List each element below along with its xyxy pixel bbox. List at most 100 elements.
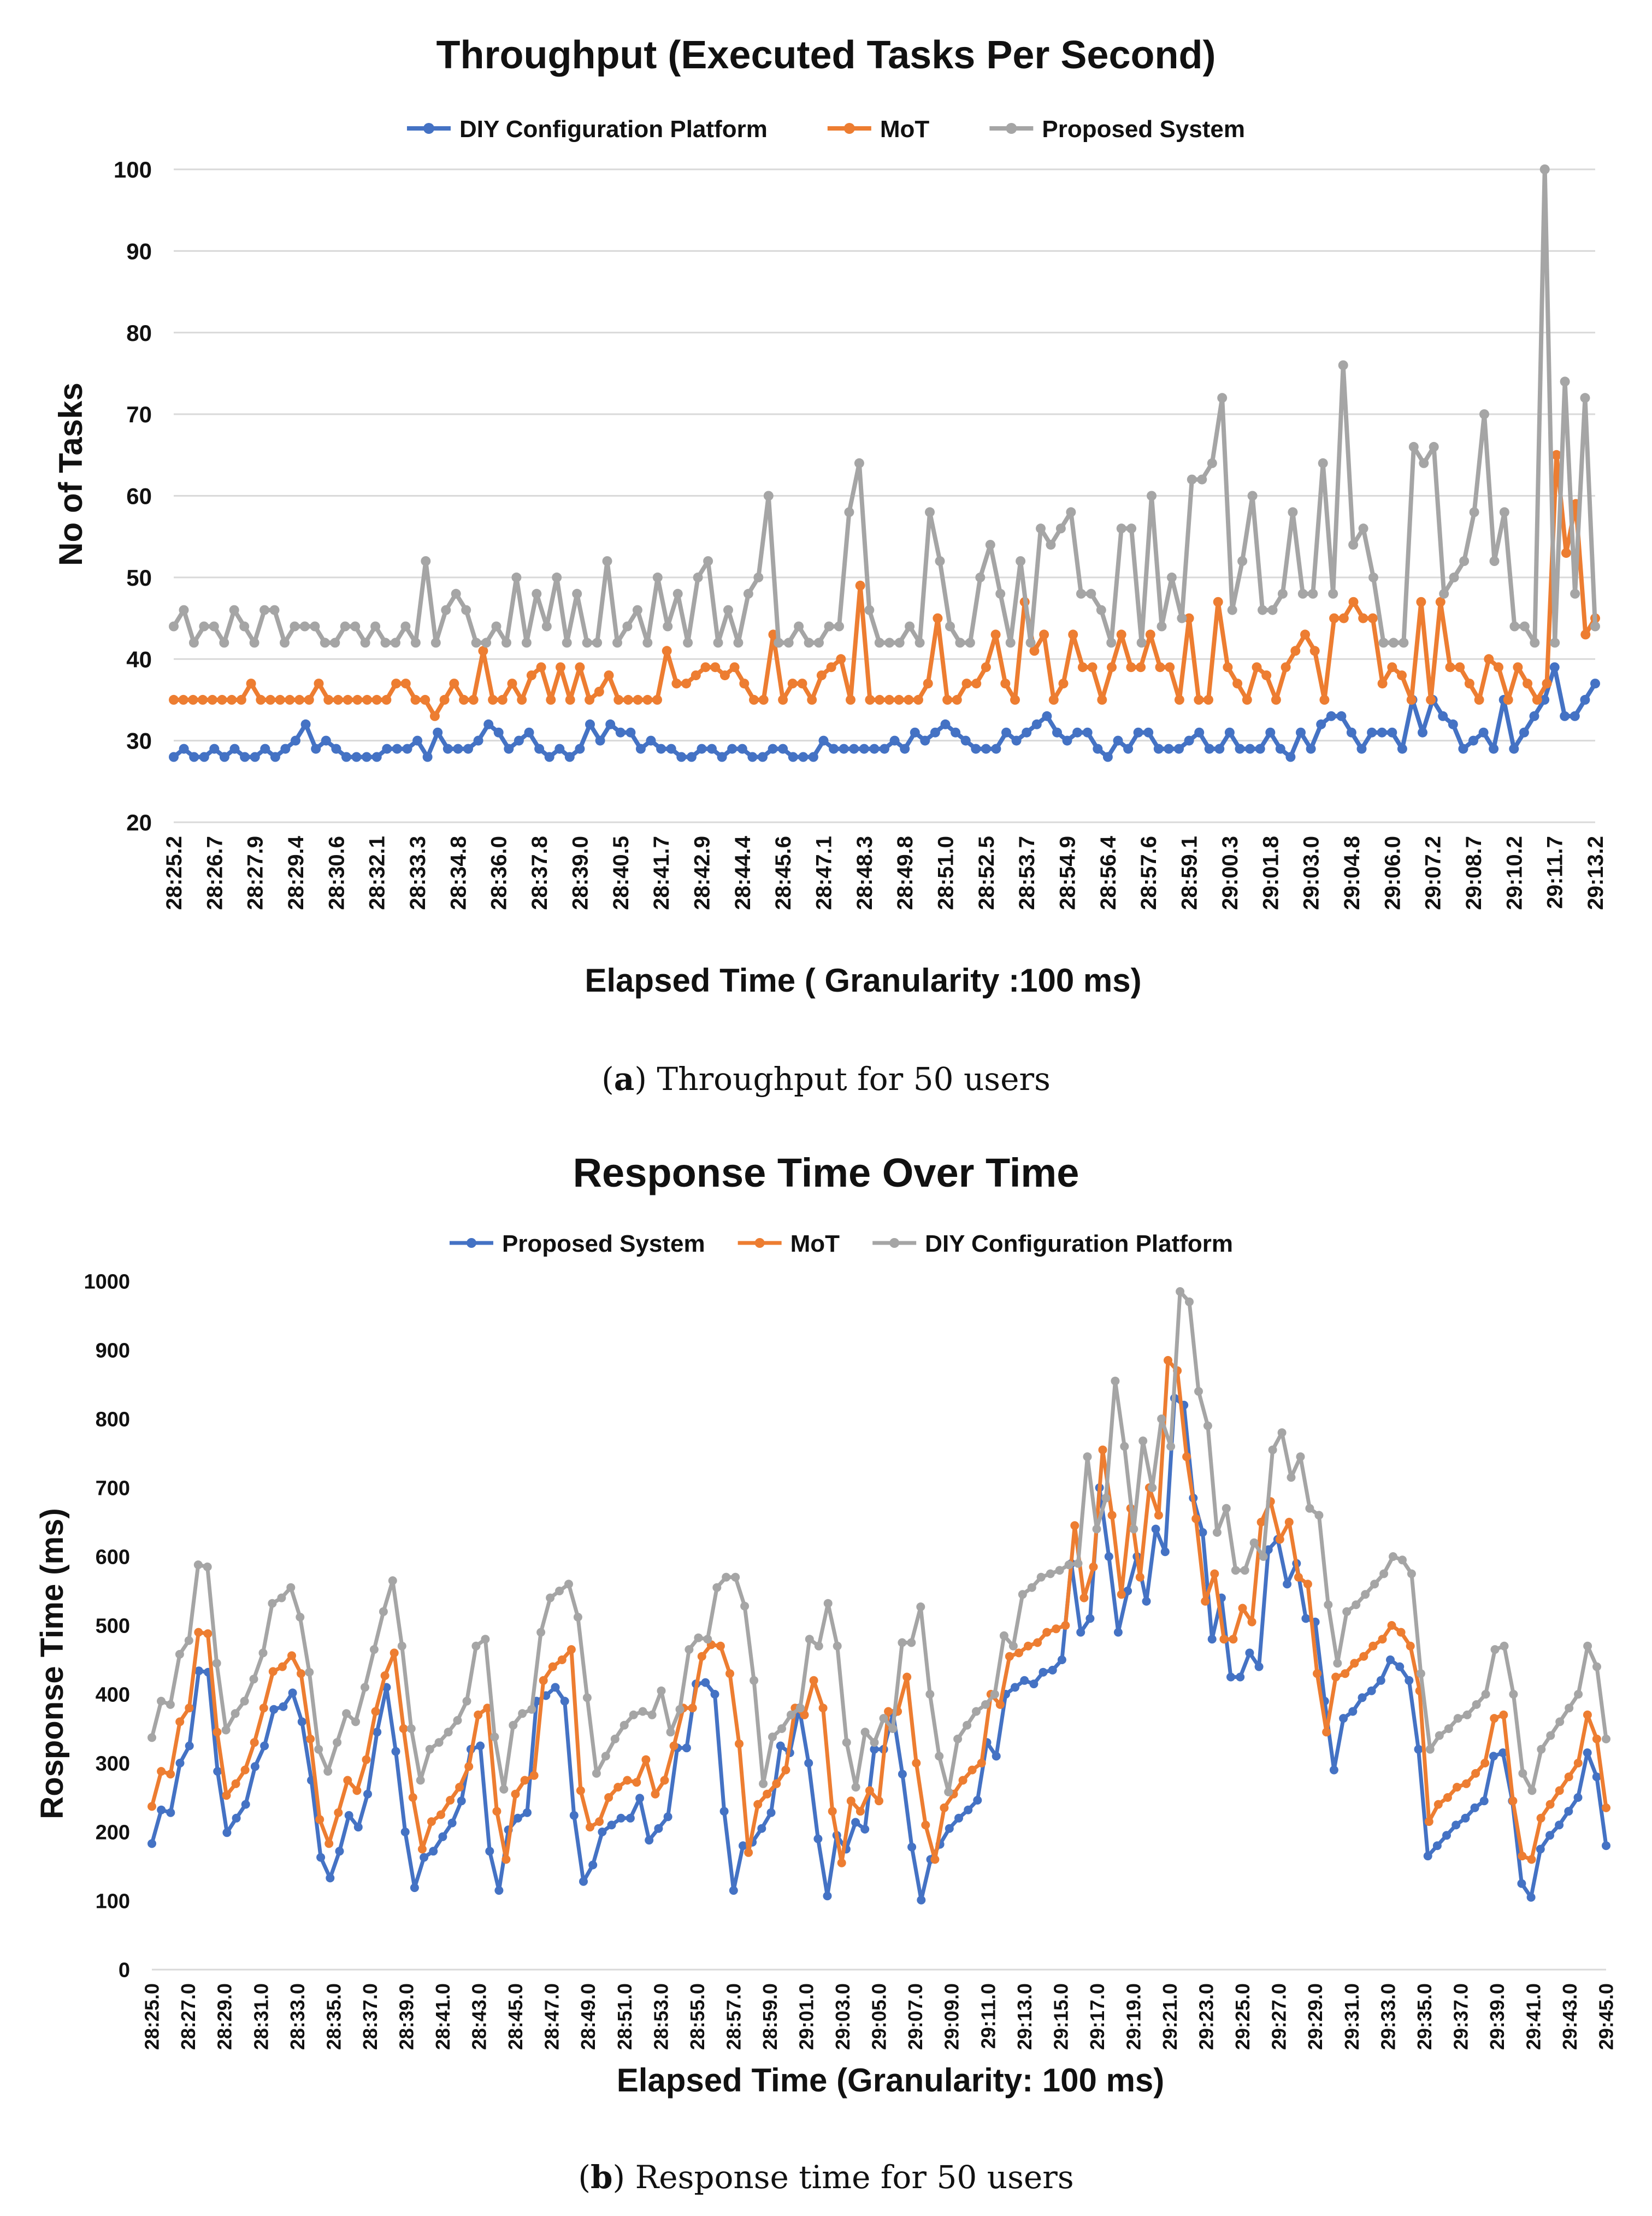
data-point-diy-configuration-platform-134: [1529, 711, 1539, 721]
data-point-diy-configuration-platform-113: [1194, 1387, 1203, 1396]
data-point-diy-configuration-platform-64: [740, 1601, 750, 1611]
data-point-diy-configuration-platform-98: [1164, 744, 1174, 754]
data-point-diy-configuration-platform-145: [1490, 1645, 1500, 1654]
data-point-mot-65: [797, 679, 807, 689]
data-point-proposed-system-141: [1470, 1803, 1479, 1812]
data-point-mot-73: [828, 1807, 837, 1816]
chart-b-x-tick-37: 29:39.0: [1486, 1983, 1508, 2050]
data-point-diy-configuration-platform-120: [1259, 1552, 1268, 1561]
data-point-mot-97: [1052, 1624, 1061, 1634]
data-point-mot-34: [497, 694, 508, 705]
data-point-proposed-system-62: [794, 621, 804, 632]
legend-label: DIY Configuration Platform: [459, 116, 768, 143]
data-point-diy-configuration-platform-127: [1458, 744, 1468, 754]
data-point-mot-63: [778, 694, 788, 705]
data-point-proposed-system-72: [823, 1891, 832, 1901]
chart-b-x-tick-14: 28:53.0: [650, 1983, 672, 2050]
data-point-proposed-system-131: [1376, 1676, 1385, 1685]
data-point-mot-109: [1223, 662, 1233, 673]
data-point-mot-4: [207, 694, 217, 705]
data-point-proposed-system-75: [851, 1818, 860, 1827]
chart-a-x-tick-21: 28:53.7: [1015, 836, 1039, 910]
data-point-proposed-system-54: [713, 638, 723, 648]
chart-b-x-tick-4: 28:33.0: [286, 1983, 309, 2050]
chart-response-time: Response Time Over Time Proposed System M…: [34, 1150, 1618, 2196]
data-point-diy-configuration-platform-9: [231, 1709, 240, 1718]
data-point-mot-38: [536, 662, 546, 673]
chart-b-x-tick-3: 28:31.0: [250, 1983, 272, 2050]
data-point-mot-24: [400, 679, 411, 689]
chart-b-y-tick-500: 500: [96, 1615, 130, 1638]
data-point-proposed-system-97: [1057, 1655, 1066, 1664]
data-point-proposed-system-137: [1550, 638, 1560, 648]
data-point-diy-configuration-platform-137: [1560, 711, 1570, 721]
data-point-mot-140: [1523, 679, 1533, 689]
data-point-proposed-system-81: [985, 540, 995, 550]
data-point-mot-143: [1480, 1759, 1490, 1767]
data-point-mot-5: [194, 1628, 203, 1637]
data-point-proposed-system-42: [592, 638, 603, 648]
data-point-mot-29: [417, 1844, 427, 1854]
data-point-mot-64: [787, 679, 798, 689]
data-point-proposed-system-127: [1449, 572, 1459, 582]
data-point-diy-configuration-platform-54: [647, 1710, 657, 1719]
data-point-diy-configuration-platform-11: [280, 744, 291, 754]
data-point-diy-configuration-platform-55: [727, 744, 738, 754]
data-point-mot-119: [1319, 694, 1330, 705]
data-point-proposed-system-113: [1308, 588, 1318, 599]
chart-b-title: Response Time Over Time: [573, 1150, 1079, 1195]
data-point-diy-configuration-platform-46: [635, 744, 646, 754]
data-point-proposed-system-148: [1536, 1844, 1545, 1854]
data-point-proposed-system-16: [297, 1717, 306, 1726]
data-point-mot-98: [1116, 629, 1126, 640]
data-point-mot-106: [1194, 694, 1204, 705]
data-point-proposed-system-140: [1580, 393, 1590, 403]
data-point-mot-141: [1462, 1779, 1471, 1788]
data-point-mot-8: [222, 1791, 231, 1800]
data-point-diy-configuration-platform-125: [1438, 711, 1448, 721]
data-point-mot-110: [1232, 679, 1243, 689]
chart-a-x-tick-5: 28:32.1: [365, 836, 390, 910]
data-point-mot-47: [586, 1823, 594, 1832]
data-point-diy-configuration-platform-94: [1123, 744, 1134, 754]
caption-b-open-paren: (: [578, 2159, 591, 2196]
data-point-proposed-system-78: [955, 638, 965, 648]
data-point-mot-114: [1210, 1569, 1219, 1578]
chart-a-series-proposed-system: [169, 164, 1600, 648]
caption-a-letter: a: [614, 1060, 635, 1098]
data-point-proposed-system-18: [350, 621, 361, 632]
data-point-diy-configuration-platform-84: [1022, 727, 1032, 738]
data-point-mot-128: [1341, 1669, 1350, 1678]
data-point-diy-configuration-platform-101: [1194, 727, 1205, 738]
data-point-proposed-system-61: [783, 638, 794, 648]
data-point-diy-configuration-platform-91: [1093, 744, 1103, 754]
data-point-proposed-system-52: [693, 572, 703, 582]
data-point-proposed-system-26: [430, 638, 441, 648]
chart-b-legend: Proposed System MoT DIY Configuration Plat…: [449, 1230, 1233, 1257]
data-point-mot-46: [613, 694, 624, 705]
data-point-mot-59: [739, 679, 750, 689]
data-point-diy-configuration-platform-80: [888, 1724, 898, 1733]
data-point-mot-134: [1396, 1628, 1406, 1637]
data-point-proposed-system-63: [804, 638, 814, 648]
data-point-diy-configuration-platform-38: [499, 1784, 509, 1794]
data-point-proposed-system-47: [642, 638, 653, 648]
data-point-mot-24: [371, 1707, 380, 1716]
data-point-proposed-system-5: [194, 1666, 203, 1676]
data-point-mot-23: [362, 1755, 371, 1764]
data-point-mot-12: [259, 1704, 268, 1713]
data-point-mot-87: [958, 1776, 967, 1785]
data-point-proposed-system-96: [1136, 638, 1147, 648]
data-point-proposed-system-20: [335, 1847, 344, 1856]
chart-b-y-tick-0: 0: [119, 1959, 130, 1982]
data-point-diy-configuration-platform-36: [534, 744, 545, 754]
data-point-mot-54: [651, 1789, 660, 1799]
data-point-diy-configuration-platform-41: [527, 1705, 536, 1714]
data-point-mot-93: [1068, 629, 1078, 640]
data-point-mot-27: [399, 1724, 408, 1733]
data-point-proposed-system-48: [652, 572, 663, 582]
data-point-proposed-system-30: [429, 1847, 438, 1856]
data-point-diy-configuration-platform-73: [823, 1599, 833, 1608]
data-point-mot-145: [1499, 1710, 1508, 1719]
data-point-diy-configuration-platform-104: [1111, 1376, 1120, 1386]
